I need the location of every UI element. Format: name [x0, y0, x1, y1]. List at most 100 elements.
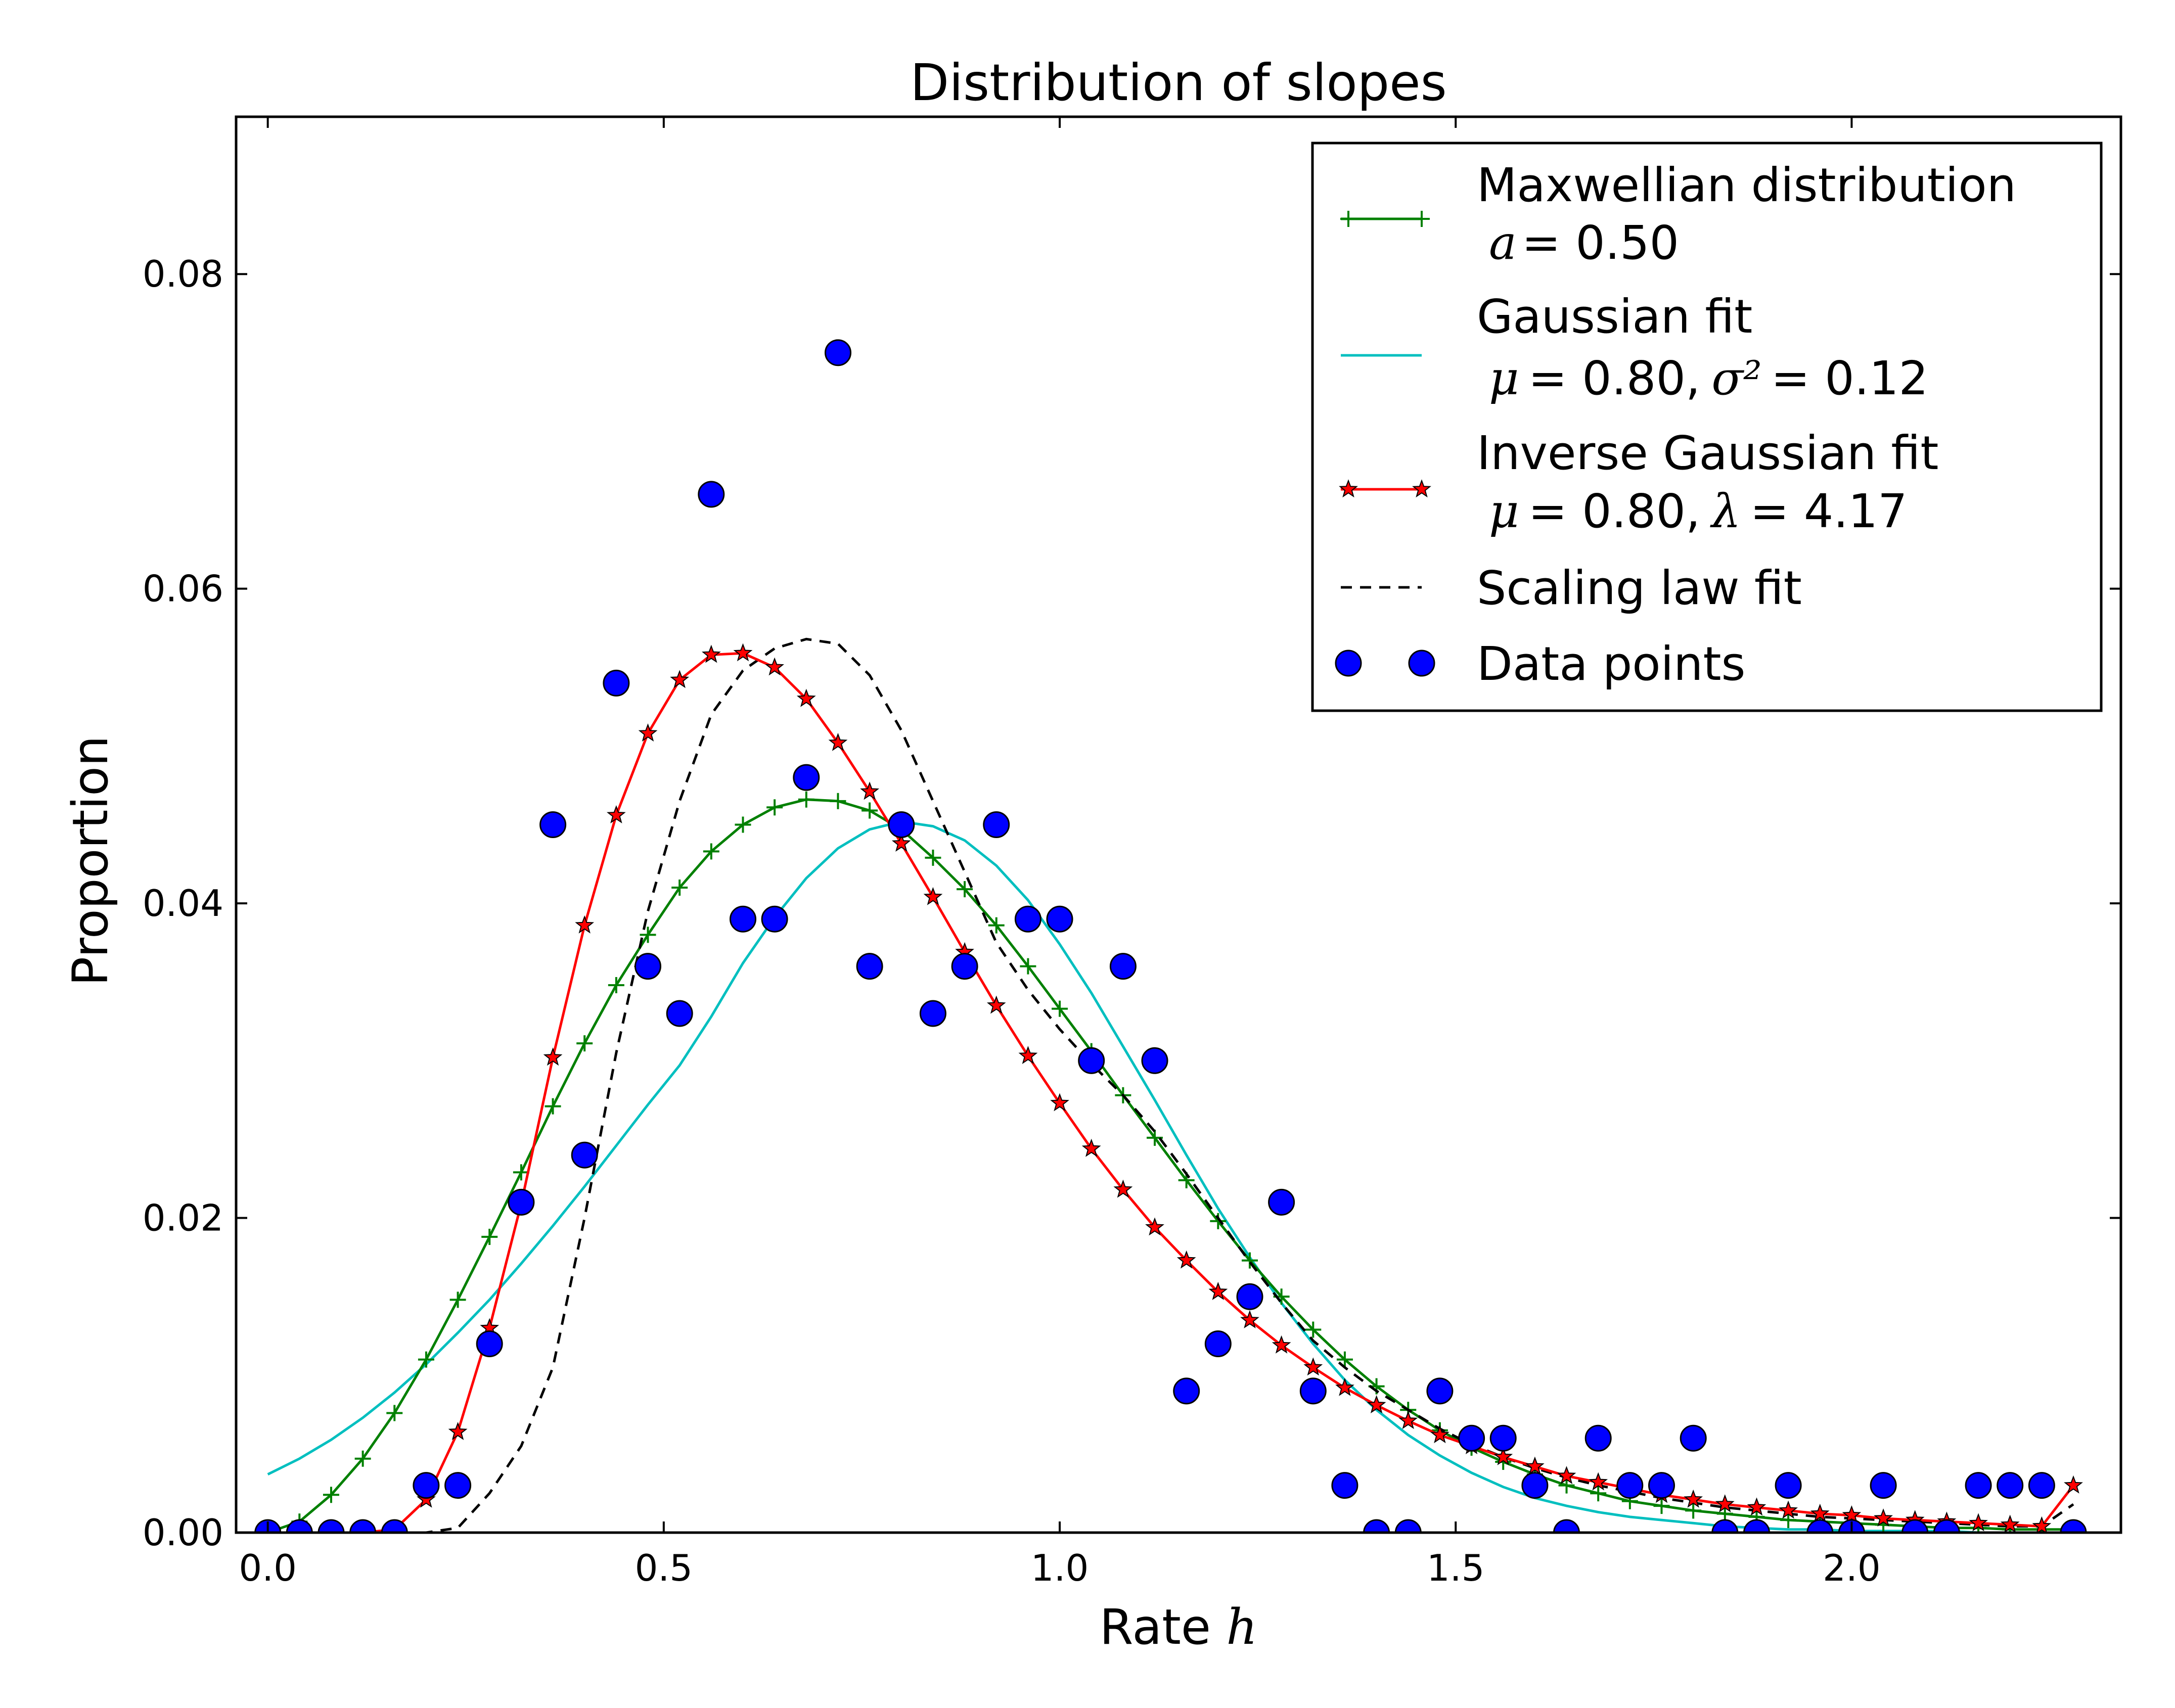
data-point: [1553, 1519, 1580, 1533]
data-point: [1521, 1472, 1549, 1499]
inverse-gaussian-marker: [2032, 1516, 2052, 1533]
maxwellian-marker: [1590, 1485, 1607, 1502]
data-point: [318, 1519, 345, 1533]
legend-maxwellian-param-symbol: a: [1489, 216, 1517, 270]
legend-box: [1311, 142, 2103, 712]
inverse-gaussian-marker: [1303, 1357, 1323, 1376]
legend-inverse-gaussian-markers: [1339, 479, 1431, 498]
inverse-gaussian-marker: [606, 805, 626, 823]
inverse-gaussian-marker: [1240, 1310, 1259, 1328]
maxwellian-marker: [1052, 1000, 1068, 1017]
legend-entry-maxwellian: Maxwellian distribution a = 0.50: [1340, 158, 2016, 270]
inverse-gaussian-marker: [1272, 1335, 1291, 1354]
legend-entry-data-points: Data points: [1335, 637, 1745, 691]
legend-data-marker-1: [1335, 650, 1362, 677]
data-point: [1014, 905, 1041, 933]
maxwellian-marker: [1336, 1351, 1353, 1368]
inverse-gaussian-marker: [702, 644, 721, 663]
inverse-gaussian-marker: [1018, 1046, 1038, 1065]
data-point: [1489, 1424, 1517, 1452]
data-point: [1648, 1472, 1675, 1499]
x-axis-label-text: Rate: [1100, 1599, 1211, 1655]
legend-gaussian-mu-text: = 0.80,: [1528, 351, 1700, 405]
data-point: [919, 1000, 946, 1027]
maxwellian-marker: [671, 879, 688, 896]
legend-ig-marker-2: [1412, 479, 1431, 498]
x-axis-label: Rate h: [1100, 1599, 1257, 1655]
inverse-gaussian-marker: [1747, 1497, 1766, 1516]
data-point: [1204, 1330, 1232, 1357]
data-point: [1458, 1424, 1485, 1452]
data-point: [951, 953, 978, 980]
data-point: [698, 481, 725, 508]
data-point: [1711, 1519, 1739, 1533]
maxwellian-marker: [576, 1035, 593, 1052]
y-tick-label: 0.04: [143, 882, 223, 925]
data-point: [1997, 1472, 2024, 1499]
inverse-gaussian-marker: [891, 833, 911, 852]
maxwellian-marker: [735, 816, 751, 833]
legend-maxwellian-param: a = 0.50: [1489, 216, 1679, 270]
maxwellian-marker: [640, 927, 656, 943]
inverse-gaussian-marker: [1810, 1503, 1830, 1522]
data-point: [349, 1519, 377, 1533]
legend-inverse-gaussian-param: μ = 0.80, λ = 4.17: [1489, 484, 1908, 538]
inverse-gaussian-marker: [1335, 1377, 1354, 1396]
data-point: [761, 905, 788, 933]
maxwellian-marker: [386, 1405, 403, 1421]
legend-scaling-law-label: Scaling law fit: [1477, 561, 1802, 615]
inverse-gaussian-marker: [575, 915, 595, 934]
inverse-gaussian-marker: [733, 643, 753, 662]
plot-frame: [235, 115, 2122, 1534]
inverse-gaussian-marker: [638, 723, 658, 742]
inverse-gaussian-marker: [1684, 1489, 1703, 1508]
inverse-gaussian-marker: [670, 670, 689, 688]
inverse-gaussian-marker: [1398, 1411, 1418, 1429]
inverse-gaussian-marker: [1842, 1505, 1862, 1524]
legend-ig-marker-1: [1339, 479, 1358, 498]
inverse-gaussian-marker: [1145, 1217, 1164, 1236]
legend-maxwellian-param-text: = 0.50: [1522, 216, 1679, 270]
inverse-gaussian-marker: [828, 732, 848, 751]
legend-gaussian-param: μ = 0.80, σ² = 0.12: [1489, 351, 1928, 405]
y-tick-label: 0.02: [143, 1197, 223, 1239]
inverse-gaussian-marker: [1176, 1250, 1196, 1269]
legend-ig-mu-text: = 0.80,: [1528, 484, 1700, 538]
data-point: [1584, 1424, 1612, 1452]
inverse-gaussian-marker: [1050, 1093, 1069, 1112]
maxwellian-marker: [957, 881, 973, 898]
inverse-gaussian-marker: [1557, 1466, 1576, 1485]
inverse-gaussian-marker: [1493, 1447, 1513, 1465]
y-tick-label: 0.08: [143, 253, 223, 295]
data-point: [1299, 1377, 1327, 1405]
maxwellian-marker: [1653, 1498, 1670, 1514]
data-point: [1426, 1377, 1454, 1405]
data-point: [476, 1330, 503, 1357]
maxwellian-marker: [1685, 1502, 1702, 1519]
data-point: [666, 1000, 693, 1027]
data-point: [1743, 1519, 1770, 1533]
legend-data-points-label: Data points: [1477, 637, 1745, 691]
inverse-gaussian-line: [267, 652, 2074, 1533]
legend-gaussian-mu-symbol: μ: [1489, 351, 1519, 405]
inverse-gaussian-marker: [1779, 1500, 1798, 1519]
data-point: [603, 669, 630, 697]
data-point: [1901, 1519, 1929, 1533]
y-tick-label: 0.06: [143, 568, 223, 610]
legend: Maxwellian distribution a = 0.50 Gaussian…: [1311, 142, 2103, 712]
inverse-gaussian-marker: [1430, 1425, 1449, 1444]
legend-ig-lambda-text: = 4.17: [1750, 484, 1908, 538]
data-point: [635, 953, 661, 980]
data-point: [1965, 1472, 1992, 1499]
chart-title: Distribution of slopes: [910, 53, 1447, 112]
x-tick-label: 2.0: [1823, 1547, 1881, 1589]
data-point: [2060, 1519, 2087, 1533]
data-point: [1331, 1472, 1358, 1499]
x-tick-label: 0.0: [239, 1547, 297, 1589]
data-point: [825, 339, 851, 366]
y-tick-label: 0.00: [143, 1511, 223, 1554]
legend-ig-mu-symbol: μ: [1489, 484, 1519, 538]
maxwellian-marker: [545, 1098, 561, 1115]
maxwellian-marker: [798, 791, 814, 808]
